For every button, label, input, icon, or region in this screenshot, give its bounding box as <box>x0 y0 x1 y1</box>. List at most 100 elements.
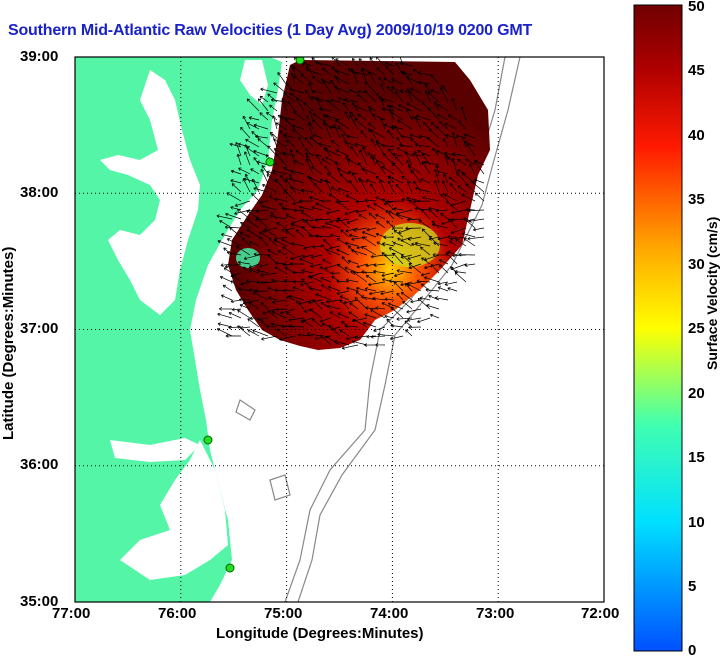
velocity-arrow <box>364 198 377 203</box>
velocity-arrow <box>388 247 404 256</box>
velocity-arrow <box>421 209 431 220</box>
velocity-arrow <box>419 296 431 301</box>
velocity-arrow <box>345 241 359 247</box>
velocity-arrow <box>438 264 449 274</box>
velocity-arrow <box>359 178 368 193</box>
velocity-arrow <box>334 85 350 94</box>
velocity-arrow <box>348 180 359 193</box>
velocity-arrow <box>427 107 440 121</box>
velocity-arrow <box>406 102 422 112</box>
velocity-arrow <box>432 252 449 257</box>
velocity-arrow <box>450 227 467 235</box>
velocity-arrow <box>328 324 341 337</box>
velocity-arrow <box>464 263 476 267</box>
velocity-arrow <box>272 299 287 304</box>
velocity-arrow <box>290 223 305 229</box>
velocity-arrow <box>444 193 458 202</box>
velocity-arrow <box>225 212 242 220</box>
velocity-arrow <box>249 268 260 274</box>
velocity-arrow <box>251 178 260 193</box>
velocity-arrow <box>229 227 242 238</box>
velocity-arrow <box>292 128 305 139</box>
velocity-arrow <box>298 205 314 211</box>
velocity-arrow <box>305 218 323 223</box>
velocity-arrow <box>381 252 395 265</box>
velocity-arrow <box>236 153 242 166</box>
velocity-arrow <box>403 71 413 85</box>
velocity-arrow <box>389 110 404 121</box>
velocity-arrow <box>219 307 233 311</box>
velocity-arrow <box>431 223 449 229</box>
velocity-arrow <box>402 300 413 310</box>
velocity-arrow <box>424 83 431 94</box>
velocity-arrow <box>289 173 296 184</box>
velocity-arrow <box>364 81 377 94</box>
velocity-arrow <box>357 94 368 103</box>
velocity-arrow <box>396 292 404 301</box>
velocity-arrow <box>397 237 413 247</box>
velocity-arrow <box>286 312 296 319</box>
velocity-arrow <box>329 233 341 238</box>
x-axis-label: Longitude (Degrees:Minutes) <box>216 625 424 642</box>
velocity-arrow <box>408 199 422 211</box>
velocity-arrow <box>225 334 242 338</box>
velocity-arrow <box>435 209 449 213</box>
velocity-arrow <box>439 87 449 103</box>
velocity-arrow <box>375 232 386 238</box>
velocity-arrow <box>405 226 422 231</box>
velocity-arrow <box>267 254 278 265</box>
velocity-arrow <box>463 217 476 229</box>
velocity-arrow <box>437 104 449 112</box>
velocity-arrow <box>261 335 278 341</box>
velocity-arrow <box>344 98 359 103</box>
velocity-arrow <box>396 147 413 157</box>
velocity-arrow <box>343 299 359 305</box>
velocity-arrow <box>400 134 413 139</box>
velocity-arrow <box>361 167 377 175</box>
velocity-arrow <box>397 119 413 130</box>
velocity-arrow <box>396 269 413 274</box>
velocity-arrow <box>307 122 314 139</box>
velocity-arrow <box>365 306 377 310</box>
velocity-arrow <box>379 117 386 130</box>
velocity-arrow <box>230 179 242 184</box>
velocity-arrow <box>367 106 377 112</box>
velocity-arrow <box>281 206 296 211</box>
velocity-arrow <box>223 247 233 256</box>
velocity-arrow <box>235 142 242 157</box>
velocity-arrow <box>242 266 251 274</box>
velocity-arrow <box>289 262 305 266</box>
velocity-arrow <box>325 156 341 166</box>
velocity-arrow <box>242 299 260 305</box>
velocity-arrow <box>447 250 458 256</box>
velocity-arrow <box>283 190 296 202</box>
velocity-arrow <box>352 340 368 346</box>
velocity-arrow <box>298 199 314 203</box>
velocity-arrow <box>258 236 269 247</box>
velocity-arrow <box>312 245 323 249</box>
velocity-arrow <box>345 227 359 233</box>
velocity-arrow <box>339 299 350 310</box>
velocity-arrow <box>361 230 377 238</box>
velocity-arrow <box>392 252 404 265</box>
y-tick: 37:00 <box>20 320 59 337</box>
y-tick: 38:00 <box>20 184 59 201</box>
velocity-arrow <box>417 71 431 76</box>
velocity-arrow <box>410 299 422 304</box>
velocity-arrow <box>326 209 341 215</box>
velocity-arrow <box>290 64 296 76</box>
velocity-arrow <box>312 113 323 121</box>
velocity-arrow <box>412 199 431 204</box>
velocity-arrow <box>401 176 413 184</box>
velocity-arrow <box>257 98 269 112</box>
velocity-arrow <box>424 90 431 103</box>
velocity-arrow <box>471 180 485 193</box>
velocity-arrow <box>370 129 386 139</box>
velocity-arrow <box>311 166 323 175</box>
velocity-arrow <box>300 73 314 85</box>
velocity-arrow <box>282 151 296 157</box>
velocity-arrow <box>257 317 269 322</box>
velocity-arrow <box>341 344 359 350</box>
velocity-arrow <box>289 93 305 103</box>
